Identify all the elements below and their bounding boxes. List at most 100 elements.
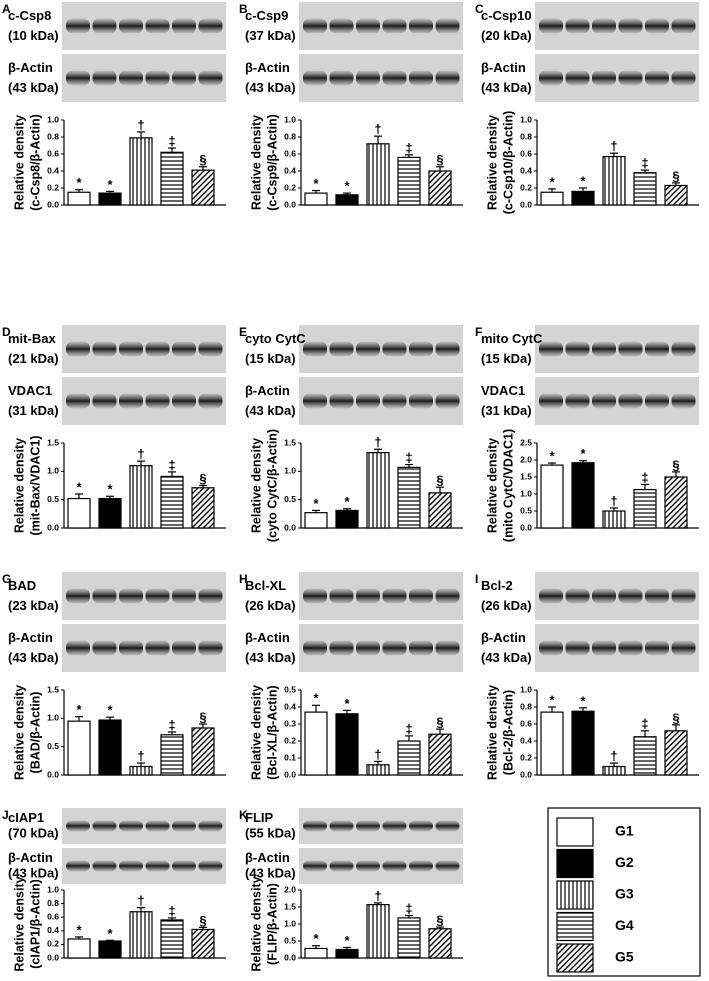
significance-label: § xyxy=(436,152,443,167)
blot-size: (43 kDa) xyxy=(8,650,59,665)
blot-band xyxy=(645,588,669,604)
significance-label: § xyxy=(199,709,206,724)
blot-band xyxy=(435,70,460,86)
bar xyxy=(335,194,359,206)
significance-label: * xyxy=(313,691,319,706)
y-tick-label: 0.4 xyxy=(284,701,296,711)
significance-label: † xyxy=(374,747,381,762)
blot-band xyxy=(409,640,433,656)
y-tick-label: 0.5 xyxy=(284,494,296,504)
significance-label: † xyxy=(374,888,381,903)
y-tick-label: 1.0 xyxy=(520,488,532,498)
panel-label: D xyxy=(2,325,11,339)
panel-label: K xyxy=(239,808,248,822)
blot-size: (43 kDa) xyxy=(245,650,296,665)
blot-band xyxy=(435,588,460,604)
blot-size: (43 kDa) xyxy=(8,865,59,880)
bar xyxy=(428,170,452,206)
bar xyxy=(428,928,452,959)
blot-size: (10 kDa) xyxy=(8,28,59,43)
blot-band xyxy=(172,393,196,409)
y-tick-label: 0.4 xyxy=(520,165,532,175)
blot-size: (20 kDa) xyxy=(481,28,532,43)
y-tick-label: 0.5 xyxy=(284,935,296,945)
blot-band xyxy=(356,860,380,872)
blot-band xyxy=(409,860,433,872)
y-tick-label: 0.2 xyxy=(47,182,59,192)
bar xyxy=(366,452,390,529)
blot-name: β-Actin xyxy=(245,383,290,398)
legend-swatch xyxy=(556,817,594,847)
blot-band xyxy=(435,640,460,656)
panel-label: J xyxy=(2,808,9,822)
bar xyxy=(428,733,452,776)
blot-band xyxy=(172,70,196,86)
blot-band xyxy=(303,820,327,832)
y-axis-label: Relative density xyxy=(249,876,263,971)
bar xyxy=(428,492,452,529)
y-axis-label: (Bcl-XL/β-Actin) xyxy=(265,685,279,779)
significance-label: * xyxy=(76,479,82,494)
panel-label: B xyxy=(239,2,248,16)
bar xyxy=(98,497,122,529)
y-tick-label: 0.3 xyxy=(284,718,296,728)
y-tick-label: 0.0 xyxy=(284,522,296,532)
significance-label: * xyxy=(107,703,113,718)
y-tick-label: 2.5 xyxy=(520,437,532,447)
significance-label: † xyxy=(374,435,381,450)
significance-label: * xyxy=(76,922,82,937)
bar xyxy=(664,730,688,776)
blot-band xyxy=(382,640,407,656)
y-axis-label: Relative density xyxy=(249,685,263,780)
significance-label: * xyxy=(344,494,350,509)
blot-name: cyto CytC xyxy=(245,331,306,346)
y-tick-label: 1.0 xyxy=(520,684,532,694)
y-axis-label: (FLIP/β-Actin) xyxy=(265,883,279,965)
bar xyxy=(160,475,184,529)
y-tick-label: 0.4 xyxy=(47,165,59,175)
y-tick-label: 0.8 xyxy=(47,898,59,908)
y-tick-label: 1.0 xyxy=(47,884,59,894)
y-tick-label: 1.0 xyxy=(284,466,296,476)
blot-band xyxy=(119,18,143,34)
significance-label: * xyxy=(107,482,113,497)
blot-band xyxy=(409,820,433,832)
significance-label: § xyxy=(672,457,679,472)
bar xyxy=(67,720,91,776)
bar xyxy=(664,184,688,206)
blot-band xyxy=(66,820,90,832)
bar xyxy=(571,462,595,529)
bar xyxy=(98,192,122,206)
bar xyxy=(304,192,328,206)
blot-band xyxy=(565,341,590,357)
y-tick-label: 1.0 xyxy=(47,114,59,124)
y-axis-label: Relative density xyxy=(485,685,499,780)
significance-label: § xyxy=(436,715,443,730)
blot-band xyxy=(329,18,354,34)
blot-band xyxy=(66,393,90,409)
blot-band xyxy=(618,393,643,409)
significance-label: * xyxy=(313,176,319,191)
significance-label: * xyxy=(580,173,586,188)
y-tick-label: 0.0 xyxy=(520,522,532,532)
y-axis-label: Relative density xyxy=(485,438,499,533)
blot-band xyxy=(119,640,143,656)
panel-label: E xyxy=(239,325,247,339)
blot-band xyxy=(671,588,696,604)
bar xyxy=(540,711,564,776)
bar xyxy=(633,172,657,206)
blot-size: (23 kDa) xyxy=(8,598,59,613)
bar xyxy=(129,765,153,776)
blot-band xyxy=(356,18,380,34)
blot-name: Bcl-2 xyxy=(481,578,513,593)
blot-band xyxy=(198,393,223,409)
blot-band xyxy=(618,18,643,34)
blot-band xyxy=(539,393,563,409)
blot-band xyxy=(409,588,433,604)
y-axis-label: (mit-Bax/VDAC1) xyxy=(28,435,42,535)
y-axis-label: Relative density xyxy=(249,115,263,210)
y-tick-label: 1.5 xyxy=(520,471,532,481)
blot-band xyxy=(145,70,170,86)
y-tick-label: 1.5 xyxy=(284,901,296,911)
blot-band xyxy=(565,70,590,86)
